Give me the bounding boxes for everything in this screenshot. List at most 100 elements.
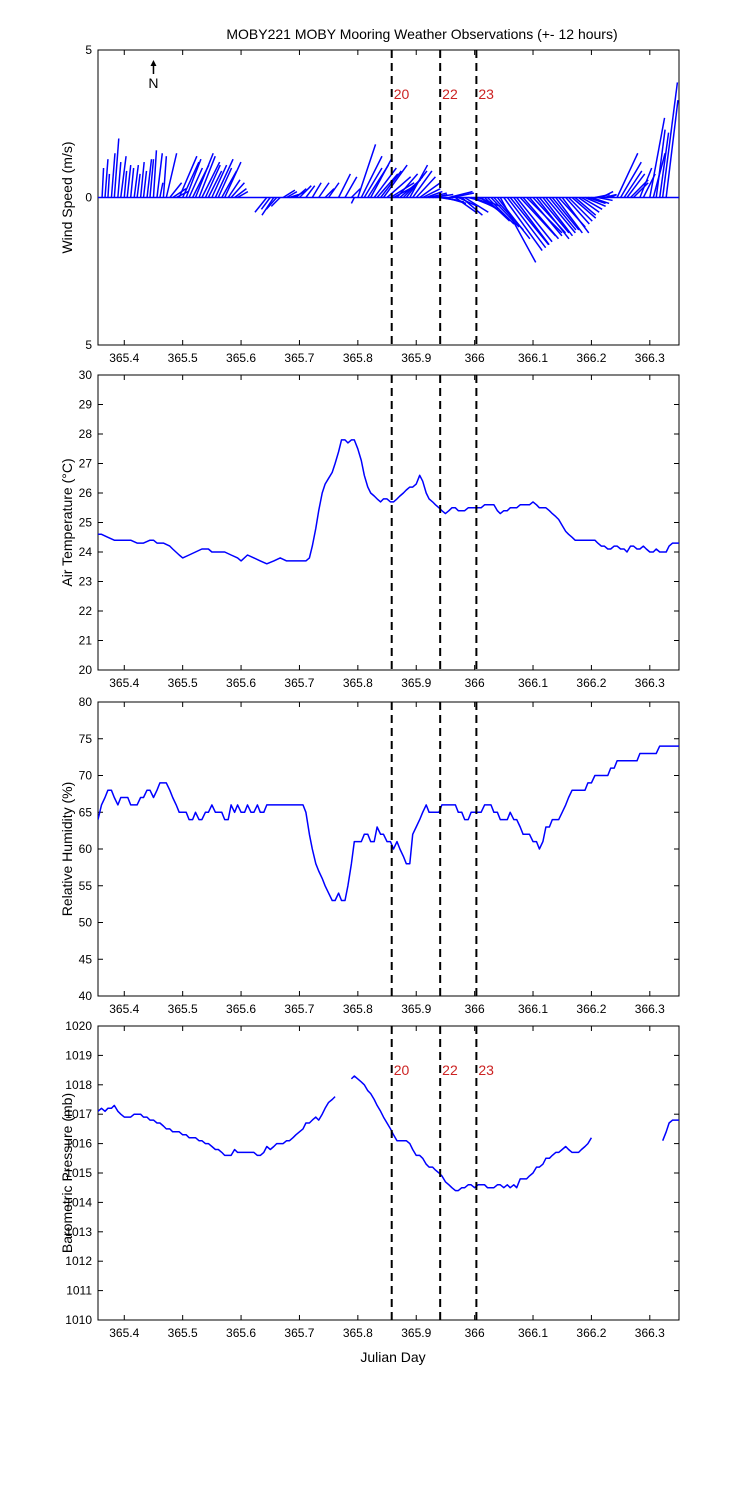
y-axis-label: Relative Humidity (%) <box>59 782 75 917</box>
panel-2: 365.4 365.5 365.6 365.7 365.8 365.9 366 366.1 36… <box>59 368 680 690</box>
y-tick-label: 22 <box>79 604 93 618</box>
y-tick-label: 30 <box>79 368 93 382</box>
wind-vector <box>156 153 164 198</box>
wind-vector <box>538 197 570 234</box>
wind-vector <box>305 185 316 198</box>
x-tick-label: 365.5 <box>168 676 198 690</box>
wind-vector <box>448 190 473 199</box>
wind-vector <box>503 197 543 252</box>
wind-vector <box>451 192 475 199</box>
wind-vector <box>217 167 233 198</box>
x-tick-label: 365.8 <box>343 351 373 365</box>
wind-vector <box>254 197 268 213</box>
series-line <box>98 439 679 565</box>
x-tick-label: 365.5 <box>168 351 198 365</box>
wind-vector <box>201 161 221 198</box>
y-tick-label: 23 <box>79 575 93 589</box>
wind-vector <box>396 173 419 198</box>
y-tick-label: 40 <box>79 989 93 1003</box>
y-tick-label: 24 <box>79 545 93 559</box>
wind-vector <box>561 197 590 234</box>
wind-vector <box>649 117 666 198</box>
y-tick-label: 1011 <box>66 1284 92 1298</box>
x-tick-label: 365.7 <box>284 1326 314 1340</box>
y-tick-label: 1010 <box>65 1313 92 1327</box>
x-tick-label: 365.7 <box>284 676 314 690</box>
x-tick-label: 365.7 <box>284 1002 314 1016</box>
wind-vector <box>178 155 198 198</box>
wind-vector <box>616 152 639 198</box>
wind-vector <box>113 138 120 198</box>
wind-vector <box>357 144 377 198</box>
panel-3: 365.4 365.5 365.6 365.7 365.8 365.9 366 366.1 36… <box>59 695 680 1016</box>
y-tick-label: 1013 <box>65 1225 92 1239</box>
x-tick-label: 366 <box>465 676 485 690</box>
wind-vector <box>181 161 200 198</box>
wind-vector <box>282 189 296 199</box>
wind-vector <box>363 167 383 198</box>
y-tick-label: 28 <box>79 427 93 441</box>
y-tick-label: 5 <box>85 338 92 352</box>
wind-vector <box>230 182 245 199</box>
wind-vector <box>528 197 563 237</box>
x-tick-label: 365.7 <box>284 351 314 365</box>
wind-vector <box>152 150 158 198</box>
wind-vector <box>415 176 436 199</box>
y-tick-label: 1014 <box>65 1195 92 1209</box>
wind-vector <box>185 158 202 198</box>
chart-panels: 365.4 365.5 365.6 365.7 365.8 365.9 366 366.1 36… <box>59 43 680 1340</box>
event-marker-label: 20 <box>394 86 410 102</box>
wind-vector <box>136 173 141 198</box>
event-marker-label: 22 <box>442 86 458 102</box>
x-tick-label: 366.2 <box>576 1326 606 1340</box>
y-axis-label: Air Temperature (°C) <box>59 458 75 586</box>
y-tick-label: 1020 <box>65 1019 92 1033</box>
wind-vector <box>139 162 145 198</box>
wind-vector <box>422 187 441 199</box>
y-tick-label: 55 <box>79 879 93 893</box>
event-marker-label: 23 <box>478 1062 494 1078</box>
wind-vector <box>581 196 603 210</box>
x-tick-label: 365.6 <box>226 351 256 365</box>
x-tick-label: 365.4 <box>109 1002 139 1016</box>
wind-vector <box>101 167 105 198</box>
wind-vector <box>619 161 642 198</box>
wind-vector <box>198 155 216 198</box>
wind-vector <box>548 197 577 231</box>
wind-vector <box>227 179 241 198</box>
wind-vector <box>610 193 617 199</box>
wind-vector <box>261 197 275 216</box>
x-tick-label: 366.2 <box>576 1002 606 1016</box>
x-tick-label: 365.6 <box>226 1326 256 1340</box>
series-line <box>662 1119 679 1141</box>
x-tick-label: 366.2 <box>576 676 606 690</box>
wind-vector <box>104 159 109 198</box>
y-tick-label: 45 <box>79 952 93 966</box>
panel-1: 365.4 365.5 365.6 365.7 365.8 365.9 366 366.1 36… <box>59 43 680 365</box>
wind-vector <box>260 197 271 210</box>
wind-vector <box>545 197 576 234</box>
wind-vector <box>234 188 247 199</box>
wind-vector <box>133 164 140 198</box>
x-tick-label: 366.2 <box>576 351 606 365</box>
wind-vector <box>270 196 281 207</box>
wind-vector <box>370 158 393 198</box>
wind-vector <box>516 197 553 243</box>
wind-vector <box>454 196 477 213</box>
wind-vector <box>390 182 415 199</box>
event-marker-label: 20 <box>394 1062 410 1078</box>
wind-vector <box>376 173 399 198</box>
wind-vector <box>214 158 234 198</box>
y-tick-label: 75 <box>79 732 93 746</box>
wind-vector <box>117 162 122 198</box>
wind-vector <box>146 159 153 198</box>
y-tick-label: 21 <box>79 634 93 648</box>
wind-vector <box>419 182 441 199</box>
x-tick-label: 366.3 <box>635 1002 665 1016</box>
wind-vector <box>110 153 116 198</box>
x-tick-label: 366.1 <box>518 1326 548 1340</box>
north-arrowhead-icon <box>150 60 157 66</box>
wind-vector <box>496 197 531 240</box>
wind-vector <box>318 182 330 198</box>
